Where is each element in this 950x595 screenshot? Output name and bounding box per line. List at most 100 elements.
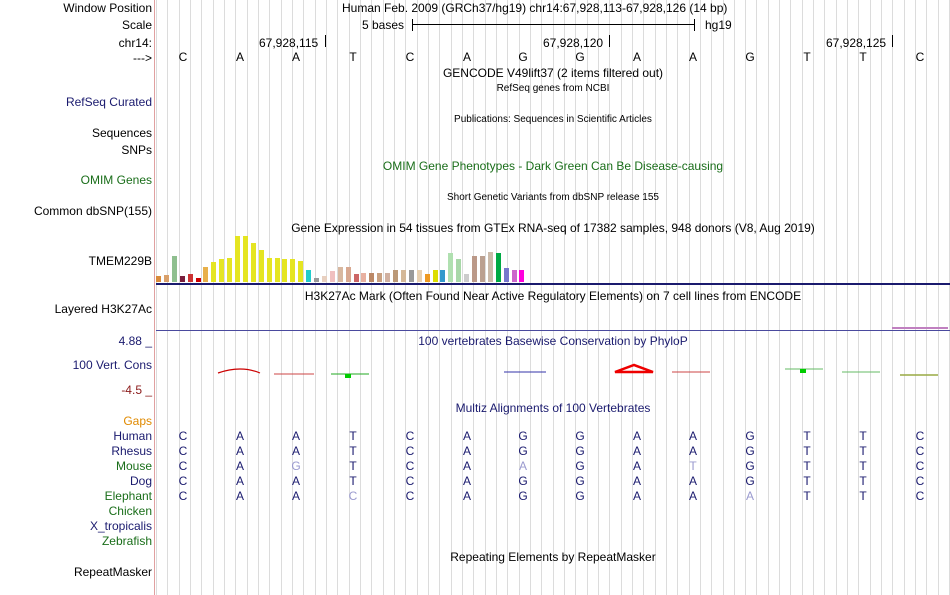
phylop-peak (614, 363, 654, 374)
gtex-bar[interactable] (298, 261, 303, 282)
gtex-bar[interactable] (472, 256, 477, 282)
gtex-bar[interactable] (464, 274, 469, 282)
gtex-bar-chart[interactable] (156, 236, 950, 282)
gtex-bar[interactable] (211, 262, 216, 282)
gtex-bar[interactable] (314, 278, 319, 282)
gtex-title[interactable]: Gene Expression in 54 tissues from GTEx … (291, 221, 815, 235)
repeatmasker-label[interactable]: RepeatMasker (73, 565, 152, 579)
h3k27-title[interactable]: H3K27Ac Mark (Often Found Near Active Re… (304, 289, 802, 303)
species-label[interactable]: Human (113, 429, 152, 443)
grid-line (167, 0, 168, 595)
gtex-bar[interactable] (519, 270, 524, 282)
gtex-bar[interactable] (480, 256, 485, 282)
alignment-base: T (803, 429, 811, 443)
gtex-bar[interactable] (188, 274, 193, 282)
gtex-bar[interactable] (282, 259, 287, 282)
dbsnp-label[interactable]: Common dbSNP(155) (33, 204, 152, 218)
gtex-bar[interactable] (235, 236, 240, 282)
alignment-base: A (235, 474, 244, 488)
refseq-label[interactable]: RefSeq Curated (65, 95, 152, 109)
alignment-base: A (462, 429, 471, 443)
publications-subtitle: Publications: Sequences in Scientific Ar… (454, 114, 652, 125)
grid-line (802, 0, 803, 595)
alignment-base: A (462, 459, 471, 473)
gtex-bar[interactable] (512, 270, 517, 282)
omim-title[interactable]: OMIM Gene Phenotypes - Dark Green Can Be… (382, 159, 724, 173)
grid-line (824, 0, 825, 595)
window-position-value[interactable]: Human Feb. 2009 (GRCh37/hg19) chr14:67,9… (342, 1, 728, 15)
omim-label[interactable]: OMIM Genes (80, 173, 152, 187)
gtex-bar[interactable] (243, 236, 248, 282)
alignment-base: G (745, 429, 755, 443)
grid-line (405, 0, 406, 595)
phylop-mark (800, 369, 806, 373)
gtex-bar[interactable] (448, 253, 453, 282)
gtex-bar[interactable] (275, 258, 280, 282)
gtex-bar[interactable] (385, 273, 390, 282)
gencode-title[interactable]: GENCODE V49lift37 (2 items filtered out) (442, 66, 664, 80)
gtex-bar[interactable] (180, 276, 185, 282)
alignment-base: G (575, 459, 585, 473)
grid-line (383, 0, 384, 595)
grid-line (632, 0, 633, 595)
gtex-bar[interactable] (369, 273, 374, 282)
ref-base: G (575, 50, 585, 64)
species-label[interactable]: Rhesus (111, 444, 152, 458)
gtex-bar[interactable] (417, 270, 422, 282)
grid-line (689, 0, 690, 595)
alignment-base: C (915, 474, 925, 488)
gtex-bar[interactable] (433, 270, 438, 282)
species-label[interactable]: Zebrafish (101, 534, 152, 548)
gtex-bar[interactable] (393, 270, 398, 282)
gtex-bar[interactable] (361, 273, 366, 282)
grid-line (892, 0, 893, 595)
repeatmasker-title[interactable]: Repeating Elements by RepeatMasker (450, 550, 656, 564)
gtex-bar[interactable] (196, 278, 201, 282)
gtex-label[interactable]: TMEM229B (88, 254, 152, 268)
snps-label[interactable]: SNPs (121, 143, 152, 157)
multiz-title[interactable]: Multiz Alignments of 100 Vertebrates (455, 401, 651, 415)
gtex-bar[interactable] (227, 258, 232, 282)
grid-line (417, 0, 418, 595)
gtex-bar[interactable] (409, 270, 414, 282)
gtex-bar[interactable] (504, 268, 509, 282)
phylop-label[interactable]: 100 Vert. Cons (72, 358, 152, 372)
gaps-label[interactable]: Gaps (123, 414, 152, 428)
species-label[interactable]: Elephant (104, 489, 152, 503)
grid-line (485, 0, 486, 595)
gtex-bar[interactable] (156, 276, 161, 282)
gtex-bar[interactable] (306, 270, 311, 282)
gtex-bar[interactable] (488, 252, 493, 282)
alignment-base: A (745, 489, 754, 503)
gtex-bar[interactable] (267, 258, 272, 282)
species-label[interactable]: Chicken (108, 504, 152, 518)
species-label[interactable]: Mouse (115, 459, 152, 473)
gtex-bar[interactable] (330, 271, 335, 282)
species-label[interactable]: X_tropicalis (89, 519, 152, 533)
gtex-bar[interactable] (496, 253, 501, 282)
gtex-bar[interactable] (164, 275, 169, 282)
gtex-bar[interactable] (354, 274, 359, 282)
gtex-bar[interactable] (440, 270, 445, 282)
gtex-bar[interactable] (203, 267, 208, 282)
gtex-bar[interactable] (322, 276, 327, 282)
gtex-bar[interactable] (251, 243, 256, 282)
gtex-bar[interactable] (377, 273, 382, 282)
gtex-bar[interactable] (456, 259, 461, 282)
gtex-bar[interactable] (346, 267, 351, 282)
gtex-bar[interactable] (338, 267, 343, 282)
sequences-label[interactable]: Sequences (91, 126, 152, 140)
grid-line (281, 0, 282, 595)
gtex-bar[interactable] (259, 250, 264, 282)
scale-label: Scale (121, 18, 152, 32)
ref-base: T (803, 50, 811, 64)
gtex-bar[interactable] (425, 274, 430, 282)
gtex-bar[interactable] (219, 259, 224, 282)
gtex-bar[interactable] (401, 270, 406, 282)
species-label[interactable]: Dog (129, 474, 152, 488)
h3k27-label[interactable]: Layered H3K27Ac (54, 302, 152, 316)
grid-line (723, 0, 724, 595)
gtex-bar[interactable] (172, 256, 177, 282)
phylop-title[interactable]: 100 vertebrates Basewise Conservation by… (418, 334, 688, 348)
gtex-bar[interactable] (290, 259, 295, 282)
